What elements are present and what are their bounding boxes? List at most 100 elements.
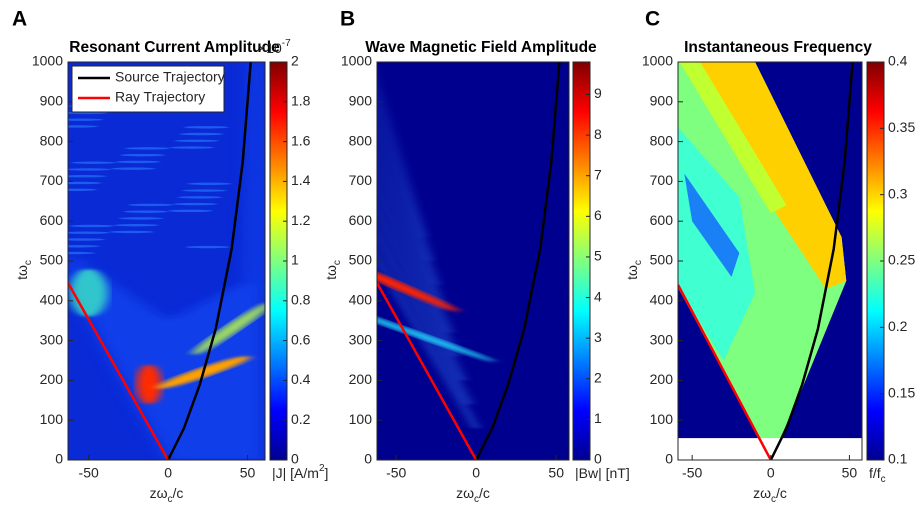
texture [128, 203, 173, 207]
texture [71, 161, 116, 164]
texture [169, 146, 215, 149]
label-part: tω [14, 265, 30, 280]
y-tick-label: 700 [650, 172, 674, 188]
colorbar-tick-label: 4 [594, 288, 602, 304]
label-part: /c [776, 485, 787, 501]
label-part: zω [456, 485, 474, 501]
colorbar-tick-label: 0.35 [888, 119, 915, 135]
label-part: -7 [282, 38, 291, 49]
colorbar-tick-label: 7 [594, 166, 602, 182]
streak [377, 120, 441, 285]
y-tick-label: 600 [349, 212, 373, 228]
label-part: |Bw| [nT] [575, 465, 630, 481]
colorbar-tick-label: 6 [594, 207, 602, 223]
blank [678, 438, 862, 460]
y-tick-label: 100 [349, 411, 373, 427]
colorbar-tick-label: 0 [291, 451, 299, 467]
texture [118, 217, 164, 220]
colorbar-tick-label: 0.15 [888, 384, 915, 400]
x-tick-label: -50 [79, 465, 99, 481]
y-tick-label: 200 [40, 371, 64, 387]
x-axis-label: zωc/c [456, 485, 490, 505]
texture [182, 189, 227, 192]
warm [69, 268, 108, 317]
texture [172, 202, 218, 206]
label-part: tω [323, 265, 339, 280]
streak [377, 232, 473, 405]
colorbar [572, 61, 591, 461]
y-tick-label: 1000 [642, 53, 673, 69]
heatmap [377, 62, 569, 460]
y-tick-label: 600 [40, 212, 64, 228]
y-tick-label: 700 [40, 172, 64, 188]
trajectory [68, 282, 170, 460]
panel-label: B [340, 8, 355, 31]
texture [68, 125, 99, 128]
colorbar-tick-label: 0.4 [888, 53, 908, 69]
y-tick-label: 800 [650, 132, 674, 148]
y-tick-label: 500 [40, 252, 64, 268]
texture [68, 168, 111, 171]
y-tick-label: 700 [349, 172, 373, 188]
texture [183, 126, 229, 129]
y-axis-label: tωc [323, 260, 343, 280]
texture [174, 139, 219, 142]
y-tick-label: 100 [650, 411, 674, 427]
texture [68, 251, 96, 255]
y-tick-label: 800 [349, 132, 373, 148]
x-tick-label: 50 [548, 465, 564, 481]
label-part: c [332, 260, 343, 265]
y-tick-label: 400 [650, 292, 674, 308]
x-axis-label: zωc/c [150, 485, 184, 505]
colorbar-exponent: ×10-7 [258, 38, 291, 56]
legend-label: Source Trajectory [115, 69, 225, 85]
panel-label: C [645, 8, 660, 31]
colorbar-tick-label: 1.8 [291, 93, 311, 109]
y-tick-label: 0 [364, 451, 372, 467]
band-blue [684, 173, 740, 277]
x-tick-label: -50 [682, 465, 702, 481]
streak [377, 78, 428, 238]
label-part: tω [624, 265, 640, 280]
colorbar-label: f/fc [869, 465, 886, 485]
texture [114, 223, 159, 227]
colorbar-tick-label: 1 [594, 410, 602, 426]
label-part: c [168, 494, 173, 505]
y-tick-label: 500 [650, 252, 674, 268]
label-part: /c [479, 485, 490, 501]
label-part: c [771, 494, 776, 505]
x-axis-label: zωc/c [753, 485, 787, 505]
y-tick-label: 1000 [32, 53, 63, 69]
y-tick-label: 300 [40, 331, 64, 347]
x-tick-label: 0 [164, 465, 172, 481]
label-part: c [633, 260, 644, 265]
legend-label: Ray Trajectory [115, 89, 205, 105]
colorbar-tick-label: 0.2 [291, 411, 311, 427]
label-part: c [881, 474, 886, 485]
y-tick-label: 400 [40, 292, 64, 308]
texture [179, 132, 224, 136]
chart-title: Resonant Current Amplitude [69, 39, 280, 56]
label-part: f/f [869, 465, 881, 481]
x-tick-label: 0 [472, 465, 480, 481]
y-tick-label: 600 [650, 212, 674, 228]
cone [68, 62, 264, 460]
texture [68, 238, 105, 241]
colorbar-label: |J| [A/m2] [272, 463, 328, 481]
label-part: zω [753, 485, 771, 501]
trajectory [377, 282, 478, 460]
colorbar-tick-label: 9 [594, 85, 602, 101]
texture [168, 209, 213, 213]
colorbar-tick-label: 8 [594, 126, 602, 142]
heatmap-image [678, 62, 862, 460]
x-tick-label: 0 [767, 465, 775, 481]
y-tick-label: 300 [650, 331, 674, 347]
y-tick-label: 0 [55, 451, 63, 467]
y-tick-label: 1000 [341, 53, 372, 69]
warm [377, 303, 496, 363]
chart-title: Wave Magnetic Field Amplitude [365, 39, 597, 56]
heatmap [678, 62, 862, 460]
texture [120, 153, 165, 157]
colorbar-tick-label: 0.4 [291, 371, 311, 387]
